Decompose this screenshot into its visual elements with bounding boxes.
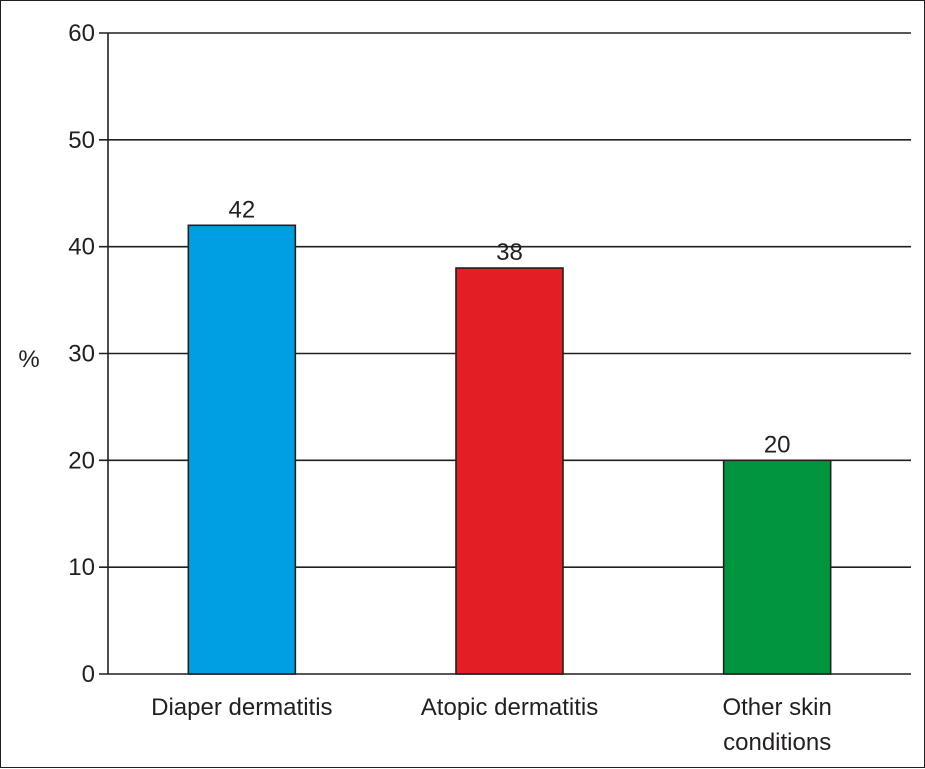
y-tick-label-60: 60	[68, 20, 95, 47]
x-category-label-2: Atopic dermatitis	[421, 694, 598, 721]
y-axis-label: %	[18, 346, 39, 373]
bar-1	[187, 224, 297, 675]
data-label-1: 42	[228, 196, 255, 223]
x-category-label-1: Diaper dermatitis	[151, 694, 332, 721]
y-tick-label-30: 30	[68, 341, 95, 368]
y-tick-label-50: 50	[68, 127, 95, 154]
data-label-2: 38	[496, 239, 523, 266]
x-category-label-line: conditions	[723, 729, 831, 756]
x-category-label-line: Other skin	[722, 694, 831, 721]
data-label-3: 20	[764, 431, 791, 458]
x-category-label-3: Other skin conditions	[722, 694, 831, 756]
bar-3	[722, 459, 832, 675]
y-tick-label-10: 10	[68, 554, 95, 581]
x-category-label-line: Diaper dermatitis	[151, 694, 332, 721]
x-category-label-line: Atopic dermatitis	[421, 694, 598, 721]
bars	[187, 224, 832, 675]
bar-2	[455, 267, 564, 675]
y-tick-label-20: 20	[68, 447, 95, 474]
y-tick-label-0: 0	[82, 661, 95, 688]
y-tick-label-40: 40	[68, 234, 95, 261]
labels: 0 10 20 30 40 50 60% 42 Diaper dermatitis 38 Atopi…	[18, 20, 832, 756]
